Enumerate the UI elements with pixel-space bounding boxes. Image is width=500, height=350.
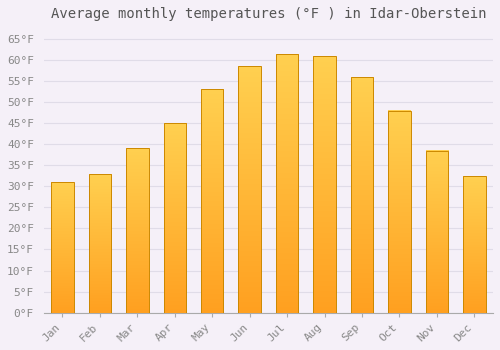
- Bar: [238, 66, 261, 313]
- Bar: [388, 111, 410, 313]
- Bar: [276, 54, 298, 313]
- Bar: [201, 90, 224, 313]
- Bar: [126, 148, 148, 313]
- Bar: [51, 182, 74, 313]
- Bar: [164, 123, 186, 313]
- Bar: [426, 150, 448, 313]
- Bar: [314, 56, 336, 313]
- Bar: [350, 77, 373, 313]
- Title: Average monthly temperatures (°F ) in Idar-Oberstein: Average monthly temperatures (°F ) in Id…: [50, 7, 486, 21]
- Bar: [88, 174, 111, 313]
- Bar: [463, 176, 485, 313]
